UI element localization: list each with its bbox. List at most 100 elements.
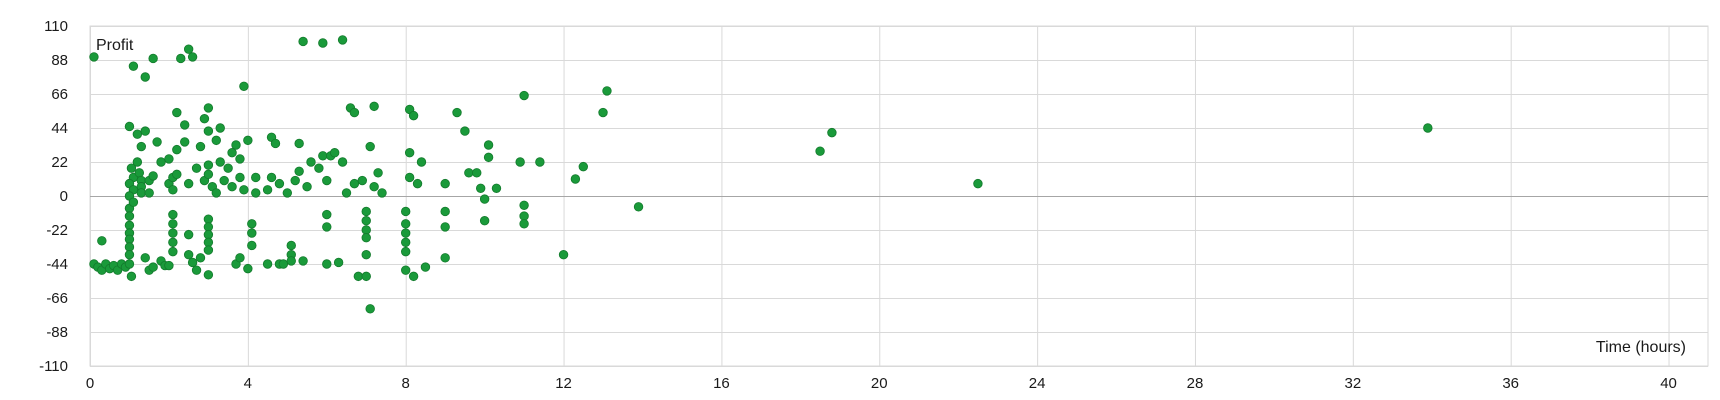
data-point — [306, 157, 316, 167]
data-point — [140, 126, 150, 136]
x-axis-label: Time (hours) — [1596, 339, 1686, 356]
data-point — [282, 188, 293, 198]
data-point — [373, 168, 383, 178]
data-point — [404, 148, 415, 158]
data-point — [168, 237, 178, 248]
data-point — [452, 107, 462, 118]
data-point — [1423, 123, 1433, 133]
data-point — [290, 175, 300, 186]
data-point — [558, 250, 569, 260]
data-point — [126, 271, 137, 282]
data-point — [187, 257, 198, 268]
data-point — [401, 265, 411, 275]
data-point — [247, 219, 257, 229]
data-point — [515, 157, 525, 167]
data-point — [318, 38, 328, 48]
y-tick-label: -44 — [46, 256, 68, 273]
data-point — [243, 263, 253, 274]
y-tick-labels: -110 -88 -66 -44 -22 0 22 44 66 88 110 — [39, 18, 68, 375]
data-point — [124, 211, 135, 221]
data-point — [519, 200, 529, 210]
data-point — [203, 237, 214, 248]
data-point — [302, 182, 312, 192]
data-point — [247, 240, 257, 251]
data-point — [266, 172, 277, 183]
data-point — [440, 206, 450, 217]
data-point — [329, 148, 340, 158]
data-point — [491, 183, 502, 193]
data-point — [140, 253, 150, 263]
x-tick-label: 16 — [713, 375, 730, 392]
data-point — [251, 172, 261, 183]
data-point — [172, 169, 182, 180]
data-point — [247, 228, 257, 238]
x-tick-labels: 0 4 8 12 16 20 24 28 32 36 40 — [86, 375, 1677, 392]
data-point — [274, 178, 285, 189]
data-point — [136, 141, 147, 152]
data-point — [183, 250, 194, 260]
data-point — [97, 236, 107, 246]
x-tick-label: 40 — [1660, 375, 1677, 392]
data-point — [318, 151, 328, 161]
data-point — [128, 61, 139, 71]
data-point — [211, 135, 221, 146]
data-point — [479, 194, 490, 204]
data-point — [168, 219, 178, 229]
data-point — [412, 178, 423, 189]
data-point — [278, 259, 289, 269]
data-point — [223, 163, 233, 173]
data-point — [176, 53, 186, 64]
data-point — [298, 256, 308, 266]
data-point — [168, 185, 178, 195]
data-point — [262, 259, 273, 269]
data-point — [479, 216, 490, 226]
data-point — [361, 216, 371, 226]
data-point — [401, 237, 411, 248]
data-point — [464, 168, 474, 178]
data-point — [353, 271, 364, 282]
data-point — [195, 253, 206, 263]
data-point — [365, 304, 375, 314]
data-point — [361, 233, 371, 243]
data-point — [180, 120, 190, 130]
data-point — [235, 172, 245, 183]
data-point — [239, 185, 249, 195]
data-point — [164, 260, 174, 271]
data-point — [203, 160, 214, 170]
x-tick-label: 24 — [1029, 375, 1046, 392]
data-point — [598, 107, 608, 118]
y-tick-label: -66 — [46, 290, 68, 307]
data-point — [294, 166, 304, 176]
data-point — [440, 178, 450, 189]
data-point — [408, 271, 419, 282]
data-point — [195, 141, 206, 152]
data-point — [243, 135, 253, 146]
data-point — [126, 163, 137, 173]
data-point — [203, 222, 214, 232]
data-point — [203, 229, 214, 240]
data-point — [535, 157, 545, 167]
data-point — [132, 129, 143, 139]
data-point — [827, 127, 837, 138]
data-point — [401, 246, 411, 257]
data-point — [357, 175, 367, 186]
y-tick-label: 88 — [51, 52, 68, 69]
data-point — [361, 250, 371, 260]
y-tick-label: -110 — [39, 358, 68, 375]
y-tick-label: 66 — [51, 86, 68, 103]
data-point — [215, 157, 225, 167]
data-point — [483, 140, 494, 150]
x-tick-label: 36 — [1502, 375, 1519, 392]
data-point — [124, 220, 135, 231]
data-point — [349, 107, 360, 118]
y-tick-label: 0 — [60, 188, 68, 205]
x-tick-label: 4 — [244, 375, 252, 392]
data-point — [369, 101, 379, 112]
data-point — [361, 225, 371, 235]
data-point — [183, 229, 194, 240]
y-tick-label: 110 — [44, 18, 68, 35]
data-point — [408, 110, 419, 121]
data-point — [365, 141, 375, 152]
data-point — [349, 178, 360, 189]
data-point — [144, 188, 154, 198]
